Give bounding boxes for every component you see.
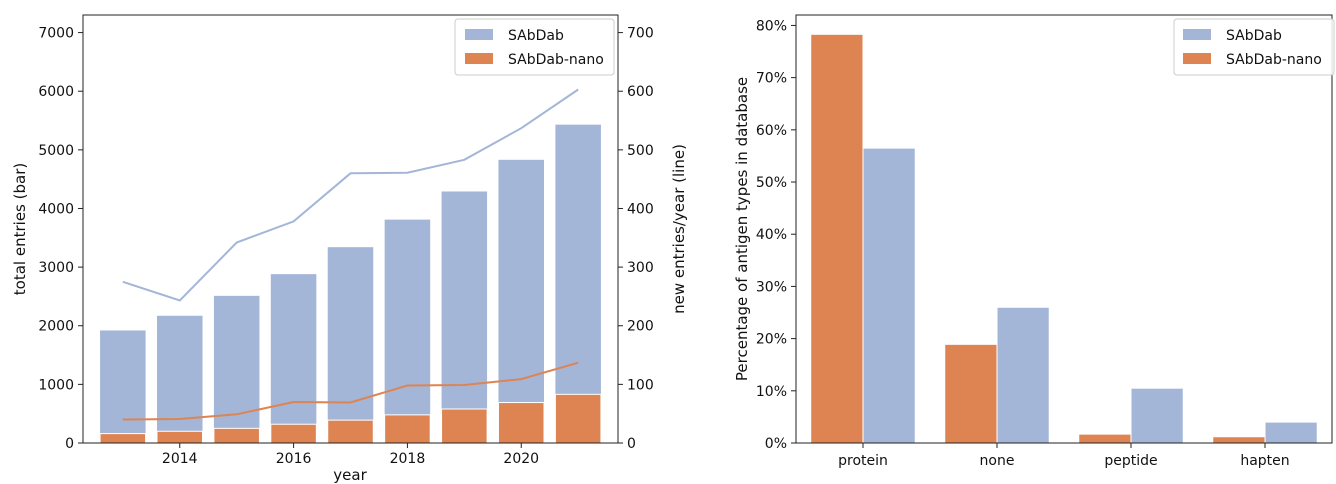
left-bar-nano-2013 xyxy=(99,433,147,444)
left-bar-sabdab-2021 xyxy=(555,124,601,443)
left-legend-label-sabdab: SAbDab xyxy=(508,28,564,44)
left-bar-sabdab-2015 xyxy=(213,295,260,443)
right-x-ticks: protein none peptide hapten xyxy=(838,443,1290,469)
left-y2-tick-label: 300 xyxy=(627,260,654,276)
right-legend-swatch-sabdab xyxy=(1183,29,1211,40)
left-bar-sabdab-2014 xyxy=(156,315,203,443)
left-bar-sabdab-2018 xyxy=(384,219,431,443)
right-bars xyxy=(810,33,1318,444)
right-y-ticks: 0% 10% 20% 30% 40% 50% 60% 70% 80% xyxy=(756,18,796,452)
left-legend-swatch-nano xyxy=(465,53,493,64)
left-y-tick-label: 3000 xyxy=(38,260,74,276)
left-legend-box xyxy=(454,18,615,76)
right-y-axis-label: Percentage of antigen types in database xyxy=(733,77,751,381)
left-y2-axis-label: new entries/year (line) xyxy=(670,144,688,314)
right-x-tick-label: hapten xyxy=(1240,453,1289,469)
right-bar-nano-protein xyxy=(810,33,864,444)
left-lines xyxy=(122,88,579,421)
left-y2-ticks: 0 100 200 300 400 500 600 700 xyxy=(618,26,654,452)
right-y-tick-label: 80% xyxy=(756,18,787,34)
right-legend: SAbDab SAbDab-nano xyxy=(1173,18,1335,76)
left-chart: 0 1000 2000 3000 4000 5000 6000 7000 0 100 200 300… xyxy=(11,14,688,484)
left-y-tick-label: 0 xyxy=(65,436,74,452)
left-x-tick-label: 2020 xyxy=(503,451,539,467)
right-y-tick-label: 10% xyxy=(756,384,787,400)
left-line-sabdab xyxy=(122,88,579,302)
left-x-ticks: 2014 2016 2018 2020 xyxy=(162,443,539,467)
left-y2-tick-label: 600 xyxy=(627,84,654,100)
right-y-tick-label: 20% xyxy=(756,332,787,348)
left-y-tick-label: 7000 xyxy=(38,26,74,42)
left-bar-sabdab-2016 xyxy=(270,274,317,443)
left-bar-sabdab-2017 xyxy=(327,247,374,443)
left-y2-tick-label: 700 xyxy=(627,26,654,42)
left-legend-swatch-sabdab xyxy=(465,29,493,40)
left-bar-sabdab-2020 xyxy=(498,159,545,443)
left-bar-nano-2019 xyxy=(441,408,488,444)
left-y2-tick-label: 500 xyxy=(627,143,654,159)
right-bar-sabdab-hapten xyxy=(1264,421,1318,444)
left-line-nano xyxy=(122,361,579,421)
left-y-tick-label: 4000 xyxy=(38,201,74,217)
right-bar-nano-none xyxy=(944,343,998,444)
left-y-tick-label: 2000 xyxy=(38,319,74,335)
right-y-tick-label: 30% xyxy=(756,279,787,295)
left-bar-sabdab-2019 xyxy=(441,191,488,443)
left-bars xyxy=(99,124,602,444)
right-bar-sabdab-peptide xyxy=(1130,387,1184,444)
left-y2-tick-label: 200 xyxy=(627,319,654,335)
left-legend-label-nano: SAbDab-nano xyxy=(508,52,604,68)
right-bar-nano-peptide xyxy=(1078,433,1132,444)
right-y-tick-label: 70% xyxy=(756,71,787,87)
left-y-tick-label: 5000 xyxy=(38,143,74,159)
left-bar-nano-2018 xyxy=(384,414,431,444)
right-y-tick-label: 50% xyxy=(756,175,787,191)
left-bar-nano-2016 xyxy=(270,423,317,444)
right-legend-label-nano: SAbDab-nano xyxy=(1226,52,1322,68)
left-y-tick-label: 1000 xyxy=(38,377,74,393)
right-plot-frame xyxy=(795,14,1333,444)
left-x-tick-label: 2016 xyxy=(276,451,312,467)
left-y-axis-label: total entries (bar) xyxy=(11,163,29,295)
right-legend-swatch-nano xyxy=(1183,53,1211,64)
right-y-tick-label: 60% xyxy=(756,123,787,139)
left-y-ticks: 0 1000 2000 3000 4000 5000 6000 7000 xyxy=(38,26,83,452)
right-legend-box xyxy=(1173,18,1335,76)
right-x-tick-label: none xyxy=(980,453,1015,469)
right-chart: 0% 10% 20% 30% 40% 50% 60% 70% 80% protein none pe… xyxy=(733,14,1335,469)
left-bar-nano-2015 xyxy=(213,427,260,444)
left-bar-sabdab-2013 xyxy=(100,330,146,443)
left-x-axis-label: year xyxy=(333,466,367,484)
left-y2-tick-label: 100 xyxy=(627,377,654,393)
left-plot-frame xyxy=(82,14,619,444)
left-y-tick-label: 6000 xyxy=(38,84,74,100)
right-bar-nano-hapten xyxy=(1212,436,1266,444)
left-bar-nano-2021 xyxy=(554,393,602,444)
right-y-tick-label: 40% xyxy=(756,227,787,243)
right-bar-sabdab-protein xyxy=(862,147,916,444)
right-legend-label-sabdab: SAbDab xyxy=(1226,28,1282,44)
left-x-tick-label: 2014 xyxy=(162,451,198,467)
left-legend: SAbDab SAbDab-nano xyxy=(454,18,615,76)
left-y2-tick-label: 400 xyxy=(627,201,654,217)
right-bar-sabdab-none xyxy=(996,306,1050,444)
right-y-tick-label: 0% xyxy=(765,436,787,452)
right-x-tick-label: peptide xyxy=(1104,453,1157,469)
left-y2-tick-label: 0 xyxy=(627,436,636,452)
left-bar-nano-2017 xyxy=(327,419,374,444)
left-bar-nano-2014 xyxy=(156,430,204,444)
left-bar-nano-2020 xyxy=(497,402,545,444)
right-x-tick-label: protein xyxy=(838,453,888,469)
left-x-tick-label: 2018 xyxy=(390,451,426,467)
